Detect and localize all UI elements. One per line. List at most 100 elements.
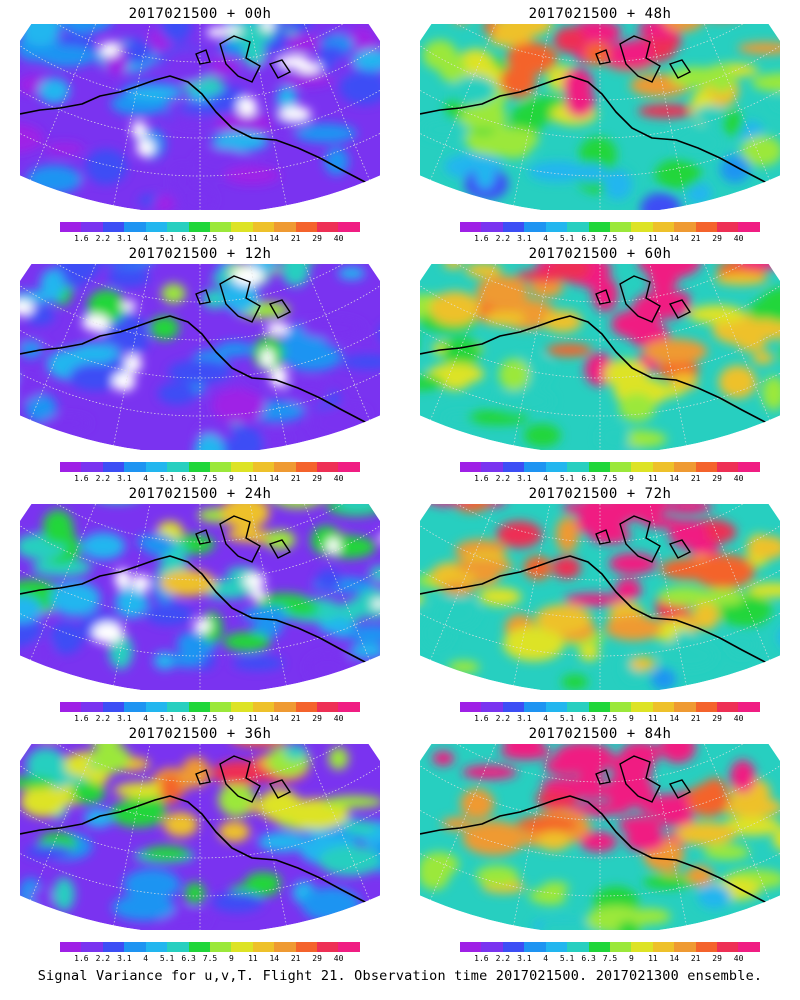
colorbar-swatch (167, 222, 189, 232)
colorbar-swatch (167, 942, 189, 952)
colorbar-swatch (102, 702, 125, 712)
colorbar-swatch (567, 222, 589, 232)
colorbar-tick-label: 9 (228, 714, 234, 723)
colorbar-tick-label: 29 (312, 714, 322, 723)
colorbar-swatch (631, 462, 653, 472)
colorbar-swatch (674, 942, 696, 952)
colorbar-tick-label: 1.6 (474, 474, 489, 483)
colorbar-swatch (338, 222, 360, 232)
colorbar-swatch (317, 702, 339, 712)
colorbar-swatch (567, 942, 589, 952)
colorbar-tick-label: 4 (543, 234, 549, 243)
forecast-panel: 2017021500 + 84h 1.6 2.2 3.1 4 5.1 6.3 7.5 9 11 14… (400, 720, 800, 963)
colorbar-tick-label: 4 (543, 474, 549, 483)
colorbar-swatch (738, 222, 760, 232)
colorbar-tick-label: 29 (712, 954, 722, 963)
colorbar-tick-label: 6.3 (181, 714, 196, 723)
colorbar-tick-label: 9 (628, 234, 634, 243)
colorbar-swatch (209, 942, 232, 952)
colorbar-tick-label: 3.1 (117, 714, 132, 723)
colorbar-tick-label: 5.1 (559, 234, 575, 243)
colorbar-tick-label: 4 (143, 714, 149, 723)
colorbar-tick-label: 9 (628, 954, 634, 963)
colorbar-swatch (102, 942, 125, 952)
colorbar-tick-label: 3.1 (117, 954, 132, 963)
colorbar-tick-label: 4 (543, 954, 549, 963)
colorbar-swatch (252, 222, 275, 232)
colorbar-tick-label: 3.1 (517, 234, 532, 243)
colorbar-swatch (460, 942, 482, 952)
variance-map (20, 264, 380, 450)
forecast-panel: 2017021500 + 60h 1.6 2.2 3.1 4 5.1 6.3 7.5 9 11 14… (400, 240, 800, 483)
colorbar-swatch (652, 222, 675, 232)
colorbar-swatch (102, 222, 125, 232)
colorbar-swatch (188, 462, 210, 472)
colorbar-tick-label: 6.3 (181, 234, 196, 243)
panel-title: 2017021500 + 00h (128, 6, 272, 22)
colorbar-tick-label: 3.1 (517, 954, 532, 963)
colorbar-swatch (231, 942, 253, 952)
forecast-panel: 2017021500 + 36h 1.6 2.2 3.1 4 5.1 6.3 7.5 9 11 14… (0, 720, 400, 964)
colorbar-tick-label: 11 (248, 954, 258, 963)
colorbar-swatch (317, 222, 339, 232)
colorbar-swatch (188, 222, 210, 232)
colorbar-swatch (231, 462, 253, 472)
colorbar-swatch (209, 222, 232, 232)
colorbar-swatch (295, 222, 318, 232)
variance-map (20, 24, 380, 210)
colorbar-swatch (460, 222, 482, 232)
colorbar-ticks: 1.6 2.2 3.1 4 5.1 6.3 7.5 9 11 14 21 29 40 (60, 474, 360, 484)
panel-title: 2017021500 + 72h (528, 486, 672, 502)
colorbar-swatch (481, 942, 503, 952)
colorbar-tick-label: 9 (228, 954, 234, 963)
colorbar-tick-label: 2.2 (495, 714, 511, 723)
variance-map (420, 264, 780, 450)
colorbar-tick-label: 21 (690, 954, 701, 963)
colorbar-tick-label: 40 (333, 714, 344, 723)
colorbar-tick-label: 3.1 (517, 474, 532, 483)
colorbar (460, 222, 760, 232)
colorbar-tick-label: 11 (248, 474, 258, 483)
colorbar-tick-label: 14 (669, 474, 680, 483)
colorbar-swatch (695, 942, 718, 952)
variance-map (420, 744, 780, 930)
colorbar-tick-label: 5.1 (159, 234, 175, 243)
colorbar-swatch (317, 942, 339, 952)
colorbar-tick-label: 6.3 (581, 474, 596, 483)
colorbar-tick-label: 14 (269, 954, 280, 963)
colorbar-swatch (695, 702, 718, 712)
colorbar-swatch (674, 462, 696, 472)
colorbar-swatch (124, 702, 146, 712)
colorbar-swatch (738, 702, 760, 712)
colorbar-ticks: 1.6 2.2 3.1 4 5.1 6.3 7.5 9 11 14 21 29 40 (60, 714, 360, 724)
colorbar-swatch (588, 702, 610, 712)
colorbar-swatch (145, 702, 168, 712)
colorbar-swatch (81, 702, 103, 712)
colorbar-tick-label: 7.5 (202, 954, 218, 963)
colorbar-tick-label: 11 (648, 474, 658, 483)
colorbar-tick-label: 1.6 (74, 234, 89, 243)
colorbar-tick-label: 7.5 (202, 714, 218, 723)
colorbar-swatch (545, 942, 568, 952)
colorbar-tick-label: 5.1 (159, 954, 175, 963)
colorbar (460, 462, 760, 472)
variance-map (420, 504, 780, 690)
colorbar-swatch (652, 942, 675, 952)
colorbar-ticks: 1.6 2.2 3.1 4 5.1 6.3 7.5 9 11 14 21 29 40 (60, 954, 360, 964)
colorbar-swatch (209, 702, 232, 712)
colorbar-swatch (338, 942, 360, 952)
colorbar-swatch (60, 702, 82, 712)
colorbar-tick-label: 29 (312, 234, 322, 243)
colorbar-swatch (567, 702, 589, 712)
colorbar-swatch (631, 942, 653, 952)
colorbar-tick-label: 9 (628, 714, 634, 723)
colorbar-tick-label: 7.5 (602, 714, 618, 723)
colorbar-swatch (738, 942, 760, 952)
colorbar (460, 942, 760, 952)
colorbar-tick-label: 29 (312, 474, 322, 483)
colorbar-swatch (588, 942, 610, 952)
colorbar-swatch (188, 702, 210, 712)
colorbar-swatch (252, 462, 275, 472)
colorbar (60, 702, 360, 712)
colorbar-swatch (231, 222, 253, 232)
